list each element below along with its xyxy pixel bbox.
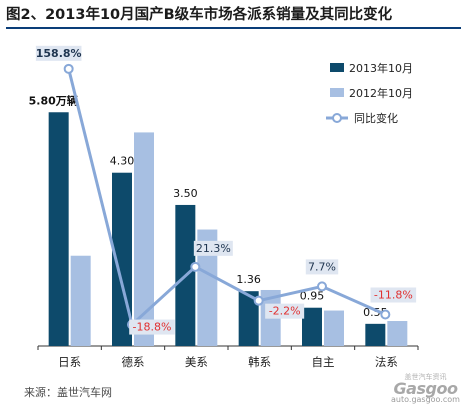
watermark-logo: Gasgoo (393, 379, 458, 398)
bar-2012-2 (197, 229, 218, 346)
bar-2012-5 (387, 321, 408, 346)
yoy-point-3 (253, 295, 264, 306)
yoy-label-box (35, 45, 82, 61)
bar-2012-4 (324, 310, 344, 346)
bar-2013-4 (302, 307, 322, 346)
yoy-label: 21.3% (196, 242, 231, 255)
bar-2013-5 (365, 323, 386, 346)
x-tick-label: 韩系 (248, 355, 271, 369)
bar-2012-1 (134, 132, 154, 346)
legend-swatch-2012 (330, 88, 344, 97)
legend-swatch-2013 (330, 63, 344, 72)
yoy-point-4 (317, 281, 327, 292)
yoy-point-5 (380, 309, 391, 320)
source-note: 来源：盖世汽车网 (24, 386, 112, 399)
x-tick-label: 自主 (312, 355, 335, 369)
yoy-label: -18.8% (133, 321, 172, 334)
bar-2013-0 (48, 112, 69, 346)
legend-label-2013: 2013年10月 (349, 61, 413, 75)
bar-2013-3 (238, 291, 259, 346)
x-tick-label: 日系 (58, 355, 81, 369)
yoy-label-box (305, 259, 339, 275)
yoy-label: -11.8% (374, 288, 413, 301)
title-rule (6, 27, 461, 29)
watermark-subtitle: 盖世汽车资讯 (404, 373, 447, 381)
yoy-label-box (193, 240, 233, 256)
yoy-label: 158.8% (36, 47, 82, 60)
gasgoo-watermark: 盖世汽车资讯 Gasgoo auto.gasgoo.com (388, 372, 463, 412)
data-label-2013: 4.30 (110, 155, 135, 168)
yoy-point-0 (63, 63, 74, 74)
yoy-label-box (370, 287, 417, 303)
yoy-line (67, 68, 386, 328)
legend-label-yoy: 同比变化 (354, 111, 398, 125)
yoy-point-2 (190, 261, 201, 272)
data-label-2013: 1.36 (236, 273, 261, 286)
bar-2012-0 (70, 255, 91, 346)
watermark-url: auto.gasgoo.com (391, 395, 460, 404)
data-label-2013: 5.80万辆 (29, 93, 78, 107)
data-label-2013: 0.95 (300, 290, 325, 303)
data-label-2013: 3.50 (173, 187, 198, 200)
yoy-label-box (265, 303, 305, 319)
yoy-label: 7.7% (308, 260, 336, 273)
chart-title: 图2、2013年10月国产B级车市场各派系销量及其同比变化 (6, 7, 393, 23)
yoy-label-box (129, 319, 175, 335)
x-tick-label: 法系 (375, 355, 398, 369)
legend-label-2012: 2012年10月 (349, 86, 413, 100)
x-tick-label: 美系 (185, 355, 208, 369)
legend-marker-yoy (332, 113, 342, 123)
x-tick-label: 德系 (122, 355, 145, 369)
yoy-label: -2.2% (269, 305, 301, 318)
